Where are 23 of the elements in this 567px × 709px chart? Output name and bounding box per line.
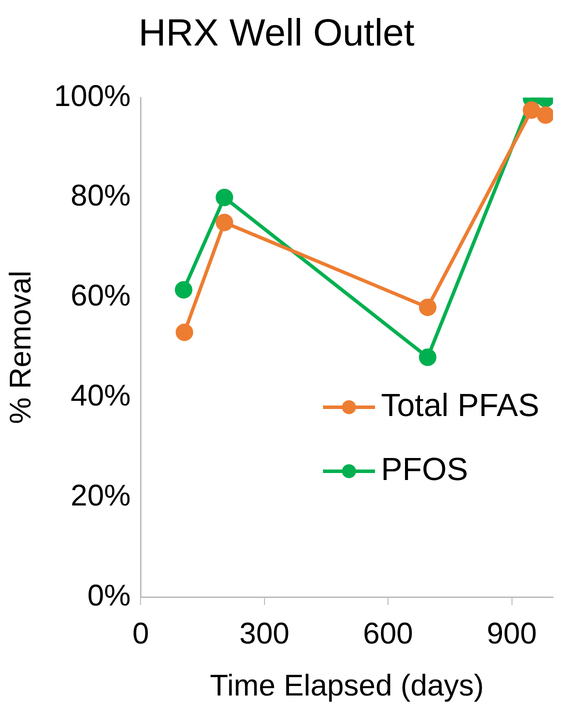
y-axis-title: % Removal <box>4 270 38 424</box>
point <box>176 324 194 342</box>
legend-label: PFOS <box>381 451 468 488</box>
chart-title: HRX Well Outlet <box>138 12 415 54</box>
x-tick-label: 0 <box>132 617 150 650</box>
legend-label: Total PFAS <box>381 387 540 424</box>
y-tick-label: 60% <box>70 280 131 313</box>
y-tick-label: 100% <box>54 80 131 113</box>
y-tick-label: 0% <box>87 579 131 612</box>
point <box>418 348 436 366</box>
x-tick-label: 300 <box>239 617 290 650</box>
point <box>216 188 234 206</box>
y-tick-label: 80% <box>70 180 131 213</box>
y-tick-label: 40% <box>70 380 131 413</box>
point <box>216 214 234 232</box>
point <box>174 281 192 299</box>
point <box>536 106 553 124</box>
y-tick-label: 20% <box>70 479 131 512</box>
point <box>418 298 436 316</box>
x-tick-label: 900 <box>486 617 537 650</box>
x-tick-label: 600 <box>363 617 414 650</box>
point <box>522 101 540 119</box>
x-axis-title: Time Elapsed (days) <box>210 669 484 702</box>
